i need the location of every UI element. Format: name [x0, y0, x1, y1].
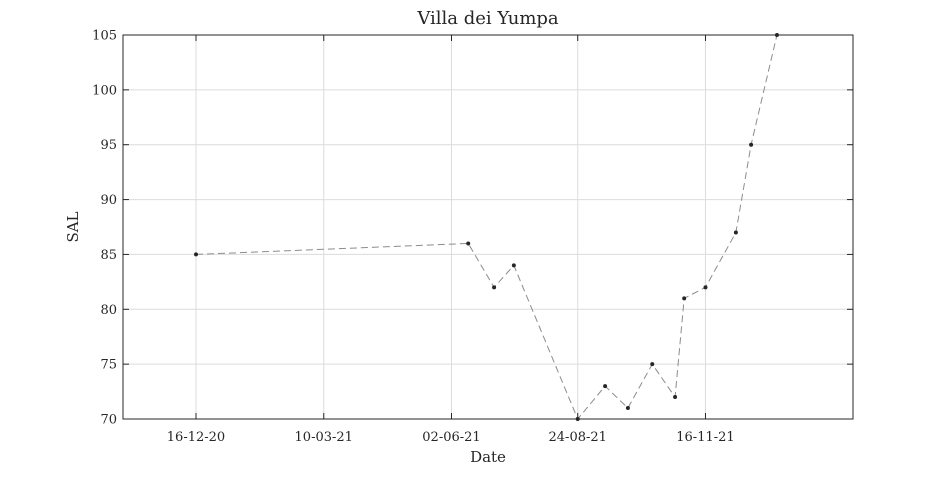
data-point: [650, 362, 655, 367]
data-point: [733, 230, 738, 235]
grid: [123, 34, 853, 420]
data-point: [492, 285, 497, 290]
series-line: [195, 34, 778, 420]
data-point: [703, 285, 708, 290]
data-point: [682, 296, 687, 301]
y-tick-label: 100: [92, 83, 117, 98]
y-tick-label: 70: [100, 413, 117, 428]
y-tick-label: 90: [100, 193, 117, 208]
chart-title: Villa dei Yumpa: [416, 8, 559, 29]
data-point: [749, 142, 754, 147]
x-tick-label: 16-11-21: [676, 430, 734, 445]
x-tick-label: 24-08-21: [549, 430, 607, 445]
data-point: [466, 241, 471, 246]
x-tick-label: 10-03-21: [295, 430, 353, 445]
y-tick-label: 75: [100, 358, 117, 373]
plot-frame: [122, 34, 854, 420]
x-axis-label: Date: [470, 448, 506, 466]
data-point: [625, 406, 630, 411]
data-point: [673, 395, 678, 400]
y-tick-label: 85: [100, 248, 117, 263]
y-tick-label: 105: [92, 29, 117, 44]
y-tick-label: 80: [100, 303, 117, 318]
data-point: [603, 384, 608, 389]
data-point: [511, 263, 516, 268]
x-tick-label: 02-06-21: [422, 430, 480, 445]
y-tick-label: 95: [100, 138, 117, 153]
x-tick-label: 16-12-20: [167, 430, 225, 445]
y-axis-label: SAL: [64, 211, 82, 242]
series-layer: [194, 33, 779, 421]
data-point: [194, 252, 198, 257]
ticks: 16-12-20 10-03-21 02-06-21 24-08-21 16-11-21…: [92, 29, 853, 445]
